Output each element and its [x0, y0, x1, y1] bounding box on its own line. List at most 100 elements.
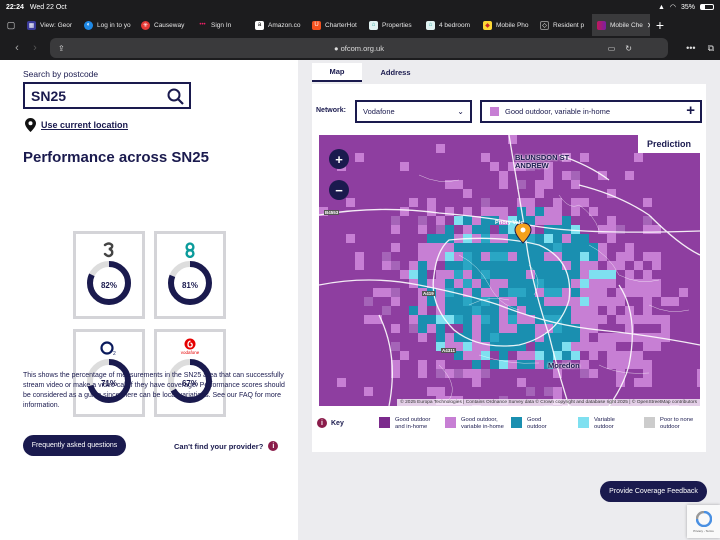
- new-tab-icon[interactable]: +: [655, 17, 665, 33]
- cant-find-provider[interactable]: Can't find your provider? i: [174, 441, 279, 451]
- coverage-cell: [418, 369, 427, 378]
- coverage-cell: [562, 261, 571, 270]
- search-icon[interactable]: [167, 88, 184, 105]
- tabs-overview-icon[interactable]: ⧉: [707, 42, 714, 53]
- postcode-search-input[interactable]: SN25: [23, 82, 191, 109]
- road-network: [319, 135, 700, 406]
- status-time: 22:24: [6, 3, 24, 11]
- coverage-cell: [427, 315, 436, 324]
- zoom-in-button[interactable]: +: [329, 149, 349, 169]
- coverage-cell: [445, 306, 454, 315]
- coverage-cell: [625, 252, 634, 261]
- coverage-cell: [643, 315, 652, 324]
- coverage-cell: [643, 288, 652, 297]
- coverage-cell: [526, 207, 535, 216]
- coverage-cell: [481, 252, 490, 261]
- forward-icon[interactable]: ›: [33, 42, 37, 54]
- coverage-cell: [508, 297, 517, 306]
- coverage-cell: [436, 387, 445, 396]
- plus-icon[interactable]: +: [686, 102, 695, 119]
- coverage-cell: [409, 324, 418, 333]
- recaptcha-badge[interactable]: Privacy - Terms: [687, 505, 720, 538]
- map-canvas: [319, 135, 700, 406]
- coverage-cell: [634, 315, 643, 324]
- coverage-cell: [472, 216, 481, 225]
- browser-tab[interactable]: U CharterHot: [307, 14, 364, 36]
- info-icon[interactable]: i: [268, 441, 279, 451]
- recaptcha-text: Privacy - Terms: [693, 528, 714, 533]
- coverage-cell: [517, 216, 526, 225]
- coverage-cell: [391, 369, 400, 378]
- coverage-cell: [607, 360, 616, 369]
- coverage-cell: [535, 324, 544, 333]
- browser-tab[interactable]: ◇ Resident p: [535, 14, 592, 36]
- coverage-cell: [526, 306, 535, 315]
- coverage-cell: [472, 297, 481, 306]
- coverage-cell: [508, 288, 517, 297]
- back-icon[interactable]: ‹: [15, 42, 19, 54]
- reload-icon[interactable]: ↻: [625, 43, 632, 53]
- coverage-cell: [553, 387, 562, 396]
- coverage-cell: [373, 288, 382, 297]
- browser-tab[interactable]: ◆ Mobile Pho: [478, 14, 535, 36]
- browser-tab-active[interactable]: Mobile Che✕: [592, 14, 650, 36]
- coverage-cell: [391, 360, 400, 369]
- coverage-cell: [508, 234, 517, 243]
- browser-tab[interactable]: ▦ View: Geor: [27, 20, 73, 30]
- browser-tab[interactable]: ✳ Causeway: [141, 20, 185, 30]
- coverage-cell: [436, 324, 445, 333]
- coverage-feedback-button[interactable]: Provide Coverage Feedback: [600, 481, 707, 502]
- coverage-cell: [391, 342, 400, 351]
- coverage-cell: [535, 216, 544, 225]
- tab-overview-icon[interactable]: ▢: [6, 19, 16, 30]
- coverage-cell: [463, 324, 472, 333]
- charter-icon: U: [312, 20, 321, 30]
- location-marker-icon[interactable]: [514, 222, 532, 244]
- browser-tab[interactable]: ◐ Log in to yo: [79, 14, 136, 36]
- tab-map[interactable]: Map: [312, 63, 362, 82]
- right-panel: Map Address Network: Vodafone ⌄ Good out…: [298, 60, 720, 540]
- browser-tab[interactable]: ⌂ Properties: [364, 14, 421, 36]
- reader-icon[interactable]: ▭: [607, 43, 616, 53]
- browser-tab[interactable]: a Amazon.co: [250, 14, 307, 36]
- more-icon[interactable]: •••: [686, 42, 696, 53]
- zoom-out-button[interactable]: −: [329, 180, 349, 200]
- use-current-location-link[interactable]: Use current location: [25, 118, 128, 132]
- coverage-cell: [490, 252, 499, 261]
- tab-address[interactable]: Address: [380, 68, 411, 77]
- browser-tab[interactable]: ⌂ 4 bedroom: [421, 14, 478, 36]
- coverage-cell: [481, 288, 490, 297]
- coverage-cell: [346, 234, 355, 243]
- coverage-cell: [625, 315, 634, 324]
- coverage-cell: [661, 297, 670, 306]
- coverage-cell: [544, 243, 553, 252]
- coverage-cell: [553, 198, 562, 207]
- coverage-cell: [409, 198, 418, 207]
- network-select[interactable]: Vodafone ⌄: [355, 100, 472, 123]
- coverage-cell: [607, 216, 616, 225]
- coverage-cell: [481, 198, 490, 207]
- faq-button[interactable]: Frequently asked questions: [23, 435, 126, 456]
- coverage-filter[interactable]: Good outdoor, variable in-home +: [480, 100, 702, 123]
- close-tab-icon[interactable]: ✕: [647, 21, 650, 30]
- coverage-cell: [553, 369, 562, 378]
- location-pin-icon: [25, 118, 36, 132]
- coverage-cell: [418, 252, 427, 261]
- info-icon[interactable]: i: [317, 418, 327, 428]
- share-icon[interactable]: ⇪: [58, 43, 65, 53]
- coverage-cell: [445, 279, 454, 288]
- coverage-cell: [661, 324, 670, 333]
- coverage-cell: [517, 342, 526, 351]
- coverage-cell: [454, 180, 463, 189]
- url-field[interactable]: ⇪ ● ofcom.org.uk ▭ ↻: [50, 38, 668, 58]
- browser-tab[interactable]: ••• Sign In: [199, 21, 232, 29]
- coverage-map[interactable]: Prediction + − BLUNSDON ST ANDREW Moredo…: [319, 135, 700, 406]
- road-label: A419: [422, 291, 435, 296]
- coverage-cell: [508, 360, 517, 369]
- coverage-cell: [562, 333, 571, 342]
- coverage-cell: [463, 243, 472, 252]
- coverage-cell: [517, 333, 526, 342]
- coverage-cell: [463, 189, 472, 198]
- coverage-cell: [517, 261, 526, 270]
- coverage-cell: [364, 387, 373, 396]
